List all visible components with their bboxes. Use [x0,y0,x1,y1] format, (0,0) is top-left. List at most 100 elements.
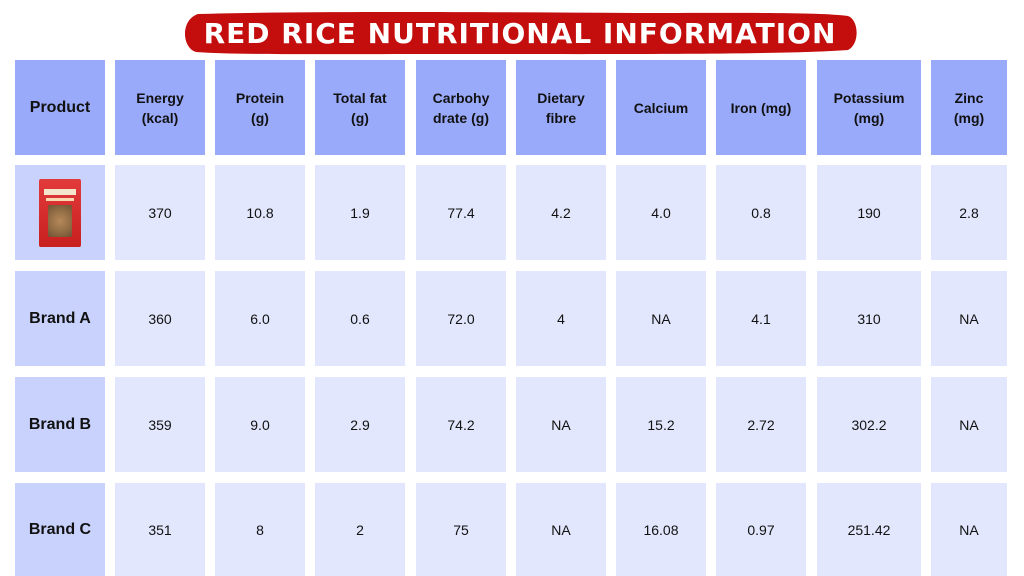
product-cell: Brand C [15,483,105,576]
cell-value: 15.2 [647,416,675,433]
header-label: Iron (mg) [730,99,792,116]
cell-value: 8 [256,521,264,538]
value-cell: 190 [817,165,921,260]
header-label: Total fat [333,89,387,106]
value-cell: 4.2 [516,165,606,260]
value-cell: 15.2 [616,377,706,472]
header-label: Protein [235,89,285,106]
value-cell: 72.0 [416,271,506,366]
cell-value: 10.8 [246,204,274,221]
value-cell: 370 [115,165,205,260]
header-label: Carbohy [432,89,490,106]
product-name: Brand A [29,309,91,327]
value-cell: 74.2 [416,377,506,472]
cell-value: NA [551,521,571,538]
cell-value: 0.97 [747,521,775,538]
header-cell: Calcium [616,60,706,155]
header-label: fibre [545,109,577,126]
header-label: (mg) [853,109,885,126]
cell-value: 370 [148,204,172,221]
header-cell: Product [15,60,105,155]
value-cell: 360 [115,271,205,366]
header-cell: Zinc (mg) [931,60,1007,155]
header-label: (mg) [953,109,985,126]
cell-value: NA [959,310,979,327]
value-cell: 9.0 [215,377,305,472]
value-cell: 2.72 [716,377,806,472]
value-cell: 0.6 [315,271,405,366]
cell-value: 359 [148,416,172,433]
header-label: Energy [136,89,184,106]
cell-value: NA [651,310,671,327]
cell-value: 190 [857,204,881,221]
header-cell: Iron (mg) [716,60,806,155]
cell-value: 2.72 [747,416,775,433]
cell-value: 4.2 [551,204,571,221]
value-cell: 0.8 [716,165,806,260]
product-name: Brand C [28,520,92,538]
value-cell: NA [516,377,606,472]
cell-value: 75 [453,521,469,538]
value-cell: 4.0 [616,165,706,260]
cell-value: 251.42 [847,521,891,538]
cell-value: 6.0 [250,310,270,327]
cell-value: 0.8 [751,204,771,221]
header-label: (kcal) [141,109,179,126]
value-cell: NA [931,377,1007,472]
value-cell: 16.08 [616,483,706,576]
cell-value: 4.0 [651,204,671,221]
cell-value: 302.2 [851,416,887,433]
cell-value: 351 [148,521,172,538]
value-cell: 251.42 [817,483,921,576]
value-cell: 4.1 [716,271,806,366]
header-cell: Energy (kcal) [115,60,205,155]
header-cell: Dietary fibre [516,60,606,155]
value-cell: 8 [215,483,305,576]
value-cell: 0.97 [716,483,806,576]
cell-value: 2.9 [350,416,370,433]
header-label: Zinc [954,89,984,106]
value-cell: 2.8 [931,165,1007,260]
value-cell: 75 [416,483,506,576]
cell-value: 0.6 [350,310,370,327]
product-cell: Brand B [15,377,105,472]
cell-value: 4.1 [751,310,771,327]
header-label: drate (g) [432,109,489,126]
value-cell: 310 [817,271,921,366]
value-cell: NA [516,483,606,576]
header-label: Product [29,98,91,116]
header-cell: Protein (g) [215,60,305,155]
value-cell: NA [616,271,706,366]
product-name: Brand B [28,415,92,433]
product-cell [15,165,105,260]
cell-value: 2.8 [959,204,979,221]
cell-value: 4 [557,310,565,327]
header-label: Potassium [833,89,905,106]
red-rice-package-icon [39,178,81,247]
header-cell: Total fat (g) [315,60,405,155]
value-cell: 4 [516,271,606,366]
value-cell: 77.4 [416,165,506,260]
cell-value: NA [551,416,571,433]
header-cell: Potassium (mg) [817,60,921,155]
product-cell: Brand A [15,271,105,366]
cell-value: NA [959,521,979,538]
cell-value: 77.4 [447,204,475,221]
value-cell: 6.0 [215,271,305,366]
value-cell: 1.9 [315,165,405,260]
cell-value: NA [959,416,979,433]
cell-value: 9.0 [250,416,270,433]
value-cell: 2.9 [315,377,405,472]
cell-value: 2 [356,521,364,538]
title-banner: RED RICE NUTRITIONAL INFORMATION [180,10,860,56]
value-cell: 10.8 [215,165,305,260]
cell-value: 72.0 [447,310,475,327]
header-cell: Carbohy drate (g) [416,60,506,155]
cell-value: 360 [148,310,172,327]
page-title: RED RICE NUTRITIONAL INFORMATION [203,16,837,50]
value-cell: 302.2 [817,377,921,472]
value-cell: NA [931,271,1007,366]
header-label: (g) [251,109,269,126]
value-cell: 359 [115,377,205,472]
value-cell: NA [931,483,1007,576]
